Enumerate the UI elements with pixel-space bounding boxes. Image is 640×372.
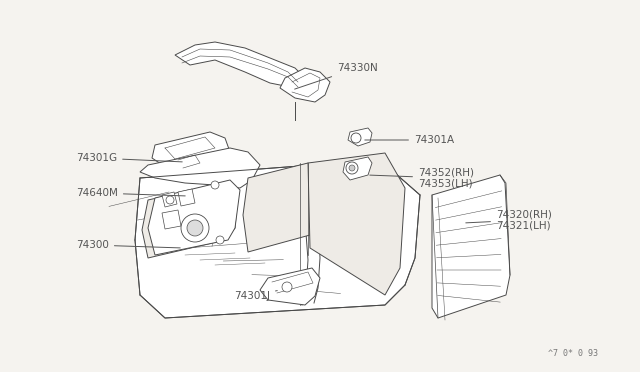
Polygon shape bbox=[152, 132, 230, 175]
Circle shape bbox=[349, 165, 355, 171]
Polygon shape bbox=[343, 157, 372, 180]
Polygon shape bbox=[178, 189, 195, 206]
Text: 74320(RH)
74321(LH): 74320(RH) 74321(LH) bbox=[466, 209, 552, 231]
Polygon shape bbox=[175, 42, 305, 88]
Text: 74300: 74300 bbox=[76, 240, 180, 250]
Text: 74301A: 74301A bbox=[365, 135, 454, 145]
Circle shape bbox=[181, 214, 209, 242]
Circle shape bbox=[187, 220, 203, 236]
Circle shape bbox=[351, 133, 361, 143]
Circle shape bbox=[216, 236, 224, 244]
Circle shape bbox=[346, 162, 358, 174]
Circle shape bbox=[166, 196, 174, 204]
Polygon shape bbox=[280, 68, 330, 102]
Polygon shape bbox=[348, 128, 372, 146]
Text: 74352(RH)
74353(LH): 74352(RH) 74353(LH) bbox=[370, 167, 474, 189]
Polygon shape bbox=[243, 163, 315, 252]
Polygon shape bbox=[135, 160, 420, 318]
Text: 74301G: 74301G bbox=[76, 153, 182, 163]
Circle shape bbox=[282, 282, 292, 292]
Polygon shape bbox=[260, 268, 320, 305]
Polygon shape bbox=[308, 153, 405, 295]
Polygon shape bbox=[148, 180, 240, 255]
Text: 74330N: 74330N bbox=[294, 63, 378, 89]
Circle shape bbox=[211, 181, 219, 189]
Text: 74301J: 74301J bbox=[234, 291, 277, 301]
Text: ^7 0* 0 93: ^7 0* 0 93 bbox=[548, 349, 598, 358]
Polygon shape bbox=[142, 182, 238, 258]
Polygon shape bbox=[140, 148, 260, 188]
Text: 74640M: 74640M bbox=[76, 188, 185, 198]
Polygon shape bbox=[162, 192, 177, 207]
Polygon shape bbox=[432, 175, 510, 318]
Polygon shape bbox=[162, 210, 181, 229]
